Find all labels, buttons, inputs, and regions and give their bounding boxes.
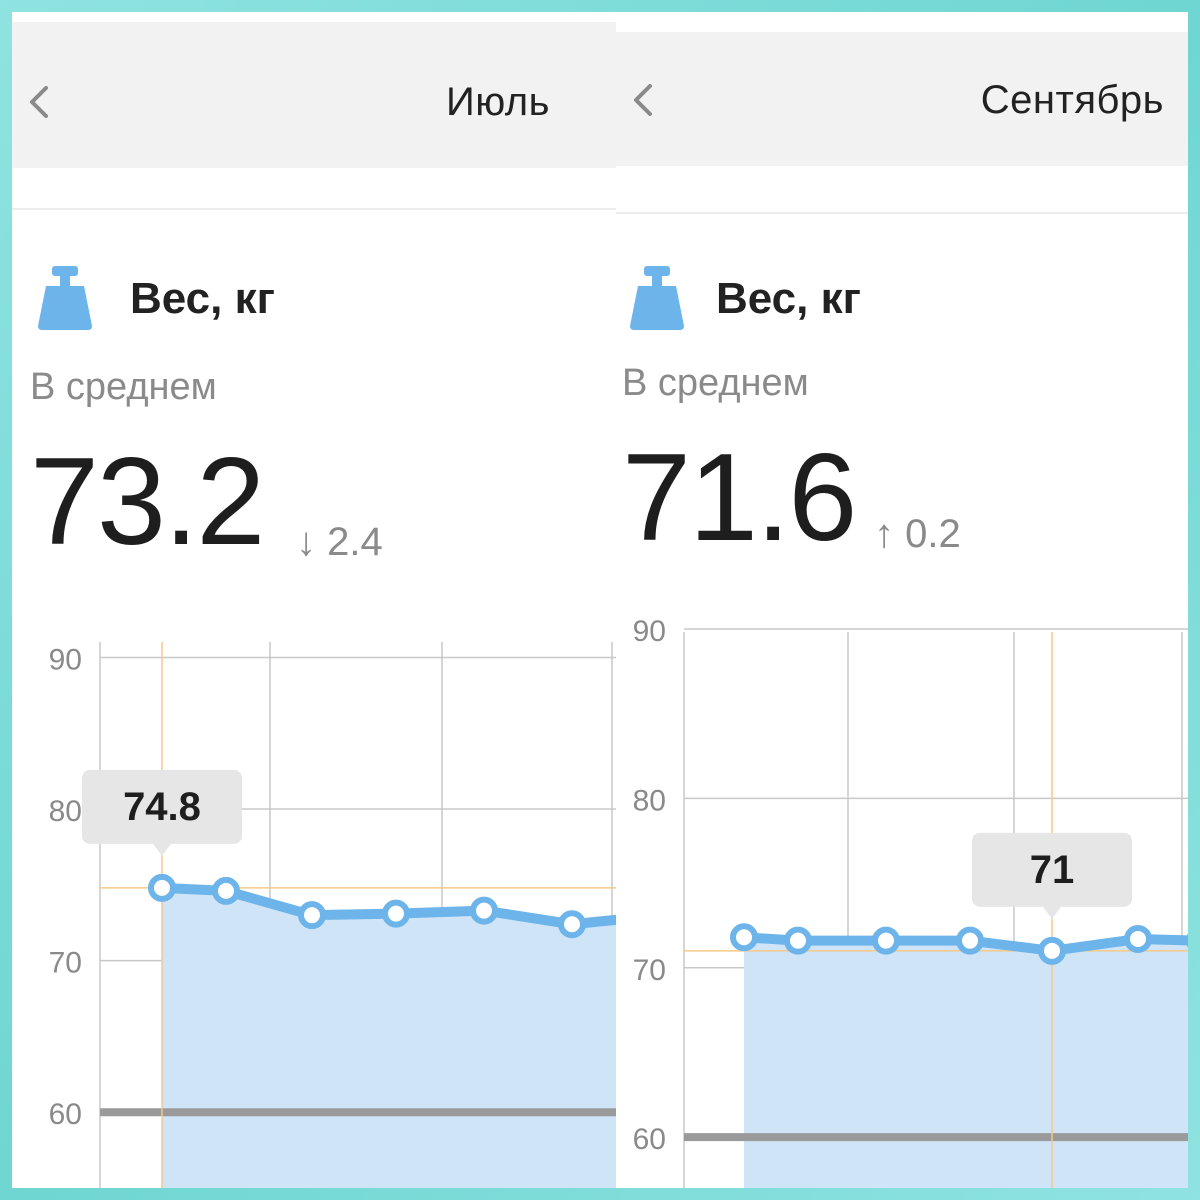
delta-indicator: ↓ 2.4: [296, 520, 383, 565]
data-point: [382, 899, 410, 928]
y-tick-label: 60: [49, 1098, 82, 1131]
y-tick-label: 90: [633, 615, 666, 648]
tooltip-pointer: [153, 843, 171, 856]
area-fill: [162, 887, 616, 1188]
metric-title: Вес, кг: [716, 274, 861, 323]
tooltip-value: 71: [1030, 848, 1075, 892]
weight-icon: [630, 266, 684, 330]
value-tooltip: 74.8: [82, 769, 242, 856]
july-panel: Июль Вес, кг В среднем 73.2 ↓ 2.4 90 80 70…: [12, 12, 616, 1188]
y-tick-label: 70: [49, 947, 82, 980]
header-bar: Июль: [12, 22, 616, 168]
tooltip-pointer: [1043, 906, 1061, 919]
arrow-up-icon: ↑: [874, 512, 894, 556]
weight-chart-svg[interactable]: 90 80 70 60 71: [616, 612, 1188, 1188]
data-point: [872, 926, 900, 955]
data-point: [470, 896, 498, 925]
header-bar: Сентябрь: [616, 32, 1188, 166]
data-point: [730, 923, 758, 952]
average-label: В среднем: [30, 366, 217, 408]
september-panel: Сентябрь Вес, кг В среднем 71.6 ↑ 0.2 90…: [616, 12, 1188, 1188]
month-title: Июль: [445, 80, 550, 124]
area-fill: [744, 937, 1188, 1188]
value-tooltip: 71: [972, 832, 1132, 919]
weight-chart[interactable]: 90 80 70 60 71: [616, 612, 1188, 1188]
y-tick-label: 70: [633, 954, 666, 987]
data-point: [212, 876, 240, 905]
data-point: [148, 873, 176, 902]
delta-value: 2.4: [327, 520, 383, 564]
arrow-down-icon: ↓: [296, 520, 316, 564]
tooltip-box: [972, 832, 1132, 907]
data-point: [956, 926, 984, 955]
average-value: 71.6: [622, 429, 857, 567]
data-point: [784, 926, 812, 955]
delta-indicator: ↑ 0.2: [874, 512, 961, 557]
chevron-left-icon[interactable]: [630, 80, 656, 120]
y-tick-label: 90: [49, 643, 82, 676]
tooltip-value: 74.8: [123, 785, 201, 829]
y-tick-label: 80: [49, 795, 82, 828]
metric-title: Вес, кг: [130, 274, 275, 323]
data-point: [298, 901, 326, 930]
y-tick-label: 60: [633, 1123, 666, 1156]
data-point: [558, 910, 586, 939]
chevron-left-icon[interactable]: [26, 82, 52, 122]
weight-icon: [38, 266, 92, 330]
average-label: В среднем: [622, 362, 809, 404]
data-point: [1038, 936, 1066, 965]
delta-value: 0.2: [905, 512, 961, 556]
y-tick-label: 80: [633, 784, 666, 817]
weight-chart[interactable]: 90 80 70 60 74.8: [12, 612, 616, 1188]
data-point: [1124, 924, 1152, 953]
divider: [616, 212, 1188, 214]
tooltip-box: [82, 769, 242, 844]
average-value: 73.2: [30, 433, 265, 571]
month-title: Сентябрь: [980, 78, 1164, 122]
divider: [12, 208, 616, 210]
weight-chart-svg[interactable]: 90 80 70 60 74.8: [12, 612, 616, 1188]
